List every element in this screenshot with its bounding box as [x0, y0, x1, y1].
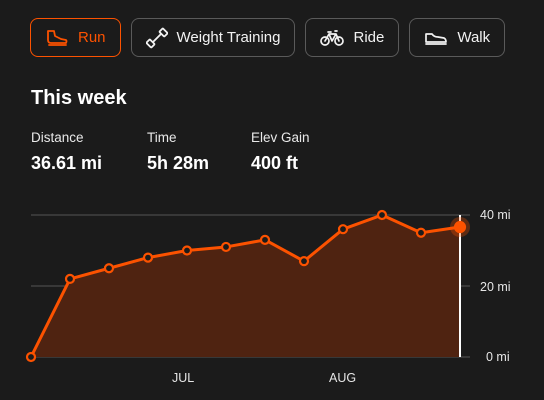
- bicycle-icon: [320, 29, 345, 47]
- chart-line: [29, 213, 461, 358]
- selected-data-point[interactable]: [453, 220, 467, 234]
- tab-walk[interactable]: Walk: [409, 18, 506, 57]
- data-point[interactable]: [376, 209, 388, 221]
- x-tick-label: AUG: [329, 371, 356, 385]
- data-point[interactable]: [103, 263, 115, 274]
- y-tick-label: 0 mi: [486, 350, 510, 364]
- tab-weight-training[interactable]: Weight Training: [130, 18, 296, 57]
- data-point[interactable]: [142, 252, 154, 263]
- tab-run-label: Run: [78, 29, 106, 46]
- stat-elev-gain-label: Elev Gain: [251, 130, 310, 145]
- y-tick-label: 20 mi: [480, 280, 511, 294]
- data-point[interactable]: [220, 241, 232, 253]
- data-point[interactable]: [181, 245, 193, 256]
- data-point[interactable]: [259, 234, 271, 245]
- stat-time-label: Time: [147, 130, 177, 145]
- chart-area-fill: [31, 215, 460, 357]
- stat-distance-label: Distance: [31, 130, 84, 145]
- data-point[interactable]: [337, 224, 349, 235]
- dumbbell-icon: [145, 27, 168, 49]
- tab-run[interactable]: Run: [30, 18, 121, 57]
- running-shoe-icon: [45, 28, 69, 48]
- weekly-stats: Distance 36.61 mi Time 5h 28m Elev Gain …: [31, 130, 310, 174]
- tab-ride[interactable]: Ride: [305, 18, 400, 57]
- stat-elev-gain-value: 400 ft: [251, 153, 299, 173]
- stat-distance: Distance 36.61 mi: [31, 130, 147, 174]
- tab-weight-training-label: Weight Training: [176, 29, 281, 46]
- tab-ride-label: Ride: [353, 29, 385, 46]
- data-point[interactable]: [25, 351, 37, 363]
- stat-distance-value: 36.61 mi: [31, 153, 103, 173]
- stat-time-value: 5h 28m: [147, 153, 210, 173]
- stat-elev-gain: Elev Gain 400 ft: [251, 130, 310, 174]
- data-point[interactable]: [415, 227, 427, 238]
- activity-tabs: Run Weight Training Ride W: [30, 18, 506, 57]
- weekly-distance-chart[interactable]: 40 mi 20 mi 0 mi JUL AUG: [0, 200, 544, 400]
- y-tick-label: 40 mi: [480, 208, 511, 222]
- tab-walk-label: Walk: [457, 29, 491, 46]
- walking-shoe-icon: [424, 30, 448, 46]
- x-tick-label: JUL: [172, 371, 194, 385]
- data-point[interactable]: [298, 256, 310, 267]
- data-point[interactable]: [64, 273, 76, 285]
- stat-time: Time 5h 28m: [147, 130, 251, 174]
- page-title: This week: [31, 87, 127, 109]
